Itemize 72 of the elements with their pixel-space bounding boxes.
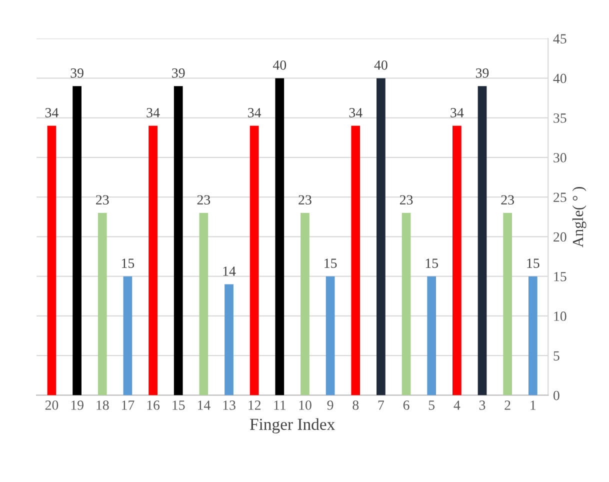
y-tick-label: 45 <box>553 34 566 44</box>
bar <box>72 86 82 396</box>
bar <box>402 212 411 396</box>
bar <box>427 276 436 396</box>
x-tick-label: 6 <box>403 400 410 410</box>
y-tick-label: 15 <box>554 272 566 282</box>
x-tick-label: 17 <box>122 400 134 410</box>
data-label: 23 <box>197 195 210 205</box>
bar <box>174 86 183 396</box>
x-tick-label: 12 <box>248 400 261 410</box>
data-label: 40 <box>374 60 388 70</box>
bar <box>275 78 284 396</box>
data-label: 14 <box>223 266 236 276</box>
bar <box>250 126 259 396</box>
data-label: 40 <box>272 60 286 70</box>
bar <box>98 212 107 396</box>
data-label: 23 <box>400 195 413 205</box>
x-tick-label: 7 <box>378 400 384 410</box>
x-tick-label: 15 <box>172 400 185 410</box>
bar <box>224 284 234 396</box>
data-label: 34 <box>349 108 362 118</box>
bar <box>123 276 132 396</box>
x-tick-label: 8 <box>352 400 359 410</box>
bar <box>351 126 360 396</box>
x-tick-label: 11 <box>274 400 286 410</box>
bar <box>376 78 386 396</box>
data-label: 39 <box>70 68 84 78</box>
x-tick-label: 20 <box>45 400 58 410</box>
y-tick-label: 25 <box>554 192 566 202</box>
x-tick-label: 4 <box>454 400 460 410</box>
data-label: 15 <box>426 258 438 268</box>
data-label: 23 <box>96 195 109 205</box>
x-tick-label: 13 <box>223 400 236 410</box>
data-label: 15 <box>527 258 540 268</box>
y-tick-label: 5 <box>554 351 560 361</box>
bar <box>199 212 208 396</box>
data-label: 15 <box>324 258 337 268</box>
bar <box>503 212 512 396</box>
y-tick-label: 10 <box>554 312 566 321</box>
bar <box>478 86 487 396</box>
bar <box>452 126 462 396</box>
x-axis-title: Finger Index <box>250 418 335 434</box>
x-tick-label: 14 <box>198 400 210 410</box>
bar <box>528 276 538 396</box>
data-label: 34 <box>45 108 58 118</box>
data-label: 23 <box>298 195 312 205</box>
bar <box>148 126 158 396</box>
x-tick-label: 3 <box>479 400 486 410</box>
y-tick-label: 30 <box>554 153 566 162</box>
data-label: 34 <box>450 108 464 118</box>
bar <box>47 126 56 396</box>
data-label: 23 <box>501 195 514 205</box>
y-tick-label: 20 <box>554 232 566 242</box>
x-tick-label: 18 <box>96 400 109 410</box>
y-tick-label: 35 <box>554 113 566 123</box>
y-tick-label: 0 <box>553 390 560 400</box>
x-tick-label: 19 <box>71 400 84 410</box>
x-tick-label: 16 <box>147 400 160 410</box>
bar <box>326 276 335 396</box>
x-tick-label: 9 <box>327 400 334 410</box>
data-label: 39 <box>476 68 489 78</box>
data-label: 34 <box>248 108 262 118</box>
y-axis-title: Angle( ° ) <box>572 186 586 248</box>
data-label: 39 <box>172 68 185 78</box>
x-tick-label: 10 <box>299 400 312 410</box>
x-tick-label: 5 <box>428 400 435 410</box>
x-tick-label: 1 <box>530 400 536 410</box>
y-tick-label: 40 <box>553 74 566 84</box>
data-label: 15 <box>122 258 134 268</box>
bar <box>300 212 310 396</box>
x-tick-label: 2 <box>504 400 510 410</box>
data-label: 34 <box>146 108 160 118</box>
